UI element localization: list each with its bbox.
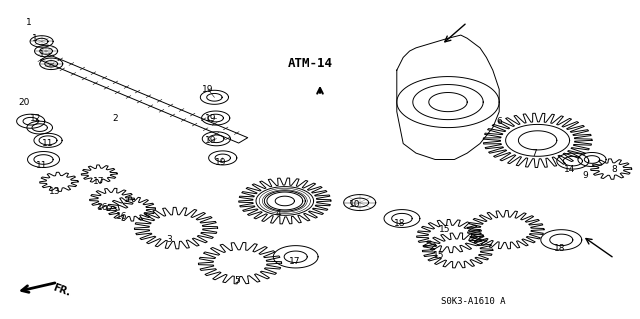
Text: 5: 5 <box>234 276 239 285</box>
Text: 11: 11 <box>42 139 54 148</box>
Text: 11: 11 <box>36 161 47 170</box>
Text: 19: 19 <box>205 114 217 122</box>
Text: 15: 15 <box>439 225 451 234</box>
Text: 2: 2 <box>113 114 118 122</box>
Text: 8: 8 <box>612 165 617 174</box>
Text: 17: 17 <box>289 257 300 266</box>
Text: 18: 18 <box>394 219 406 228</box>
Text: ATM-14: ATM-14 <box>288 57 333 70</box>
Text: 17: 17 <box>93 177 105 186</box>
Text: 6: 6 <box>497 117 502 126</box>
Text: 19: 19 <box>215 158 227 167</box>
Text: 1: 1 <box>33 34 38 43</box>
Text: 19: 19 <box>205 136 217 145</box>
Text: 18: 18 <box>554 244 566 253</box>
Text: 13: 13 <box>49 187 60 196</box>
Text: 3: 3 <box>167 235 172 244</box>
Text: 19: 19 <box>202 85 214 94</box>
Text: 9: 9 <box>583 171 588 180</box>
Text: 16: 16 <box>97 203 108 212</box>
Text: S0K3-A1610 A: S0K3-A1610 A <box>442 297 506 306</box>
Text: 1: 1 <box>26 18 31 27</box>
Text: 7: 7 <box>532 149 537 158</box>
Text: 16: 16 <box>116 212 127 221</box>
Text: 4: 4 <box>276 209 281 218</box>
Text: 1: 1 <box>39 50 44 59</box>
Text: 14: 14 <box>564 165 575 174</box>
Text: 10: 10 <box>349 200 361 209</box>
Text: 20: 20 <box>19 98 30 107</box>
Text: 15: 15 <box>433 251 444 260</box>
Text: FR.: FR. <box>51 283 72 298</box>
Text: 12: 12 <box>29 114 41 122</box>
